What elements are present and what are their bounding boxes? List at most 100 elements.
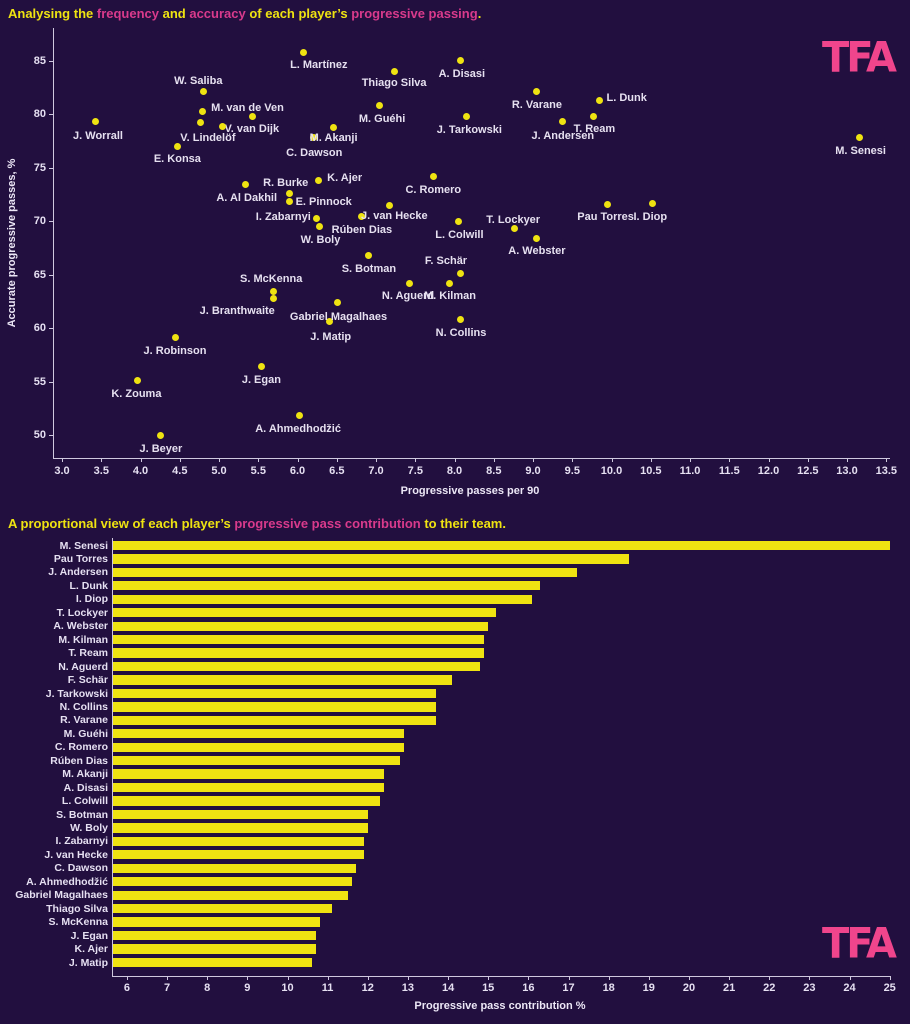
scatter-point [596, 96, 604, 104]
scatter-point [242, 181, 250, 189]
scatter-point-label: N. Aguerd [381, 290, 435, 303]
bar [112, 715, 436, 725]
bar [112, 877, 352, 887]
bar [112, 823, 368, 833]
bar-x-tick-mark [287, 976, 289, 980]
bar-row-label: I. Zabarnyi [55, 835, 108, 848]
scatter-point-label: J. van Hecke [360, 210, 428, 223]
bar [112, 554, 629, 564]
scatter-point [375, 102, 383, 110]
bar-x-tick-label: 21 [722, 982, 736, 994]
scatter-point [295, 412, 303, 420]
bar-x-tick-label: 7 [163, 982, 171, 994]
bar-x-tick-mark [247, 976, 249, 980]
bar-x-tick-mark [407, 976, 409, 980]
bar-x-axis-title: Progressive pass contribution % [414, 1000, 586, 1012]
bar-row-label: J. Matip [68, 956, 108, 969]
bar-row-label: Gabriel Magalhaes [15, 889, 108, 902]
x-tick-mark [690, 458, 691, 462]
x-tick-label: 10.0 [600, 465, 623, 477]
bar [112, 661, 481, 672]
scatter-point-label: E. Pinnock [295, 195, 352, 208]
scatter-point [456, 270, 464, 278]
bar [112, 608, 497, 618]
title-segment: accuracy [189, 6, 246, 21]
scatter-point [312, 214, 320, 222]
x-tick-label: 8.0 [446, 465, 463, 477]
bar-x-tick-mark [327, 976, 329, 980]
x-tick-label: 3.5 [93, 465, 109, 477]
bar [112, 796, 380, 806]
y-tick-mark [49, 221, 53, 223]
bar-x-tick-label: 12 [361, 982, 374, 994]
scatter-x-axis-line [53, 458, 890, 459]
scatter-point-label: Rúben Dias [331, 223, 393, 236]
scatter-point [604, 200, 612, 208]
bar-row-label: J. Andersen [48, 566, 108, 579]
bar-x-tick-label: 10 [281, 982, 294, 994]
scatter-point [171, 334, 179, 342]
scatter-point-label: J. Beyer [139, 443, 183, 456]
scatter-y-axis-title: Accurate progressive passes, % [6, 158, 18, 328]
scatter-point [365, 251, 373, 259]
x-tick-label: 8.5 [486, 465, 502, 477]
bar-row-label: K. Ajer [74, 943, 108, 955]
scatter-point-label: L. Dunk [606, 92, 647, 105]
bar [112, 648, 485, 658]
scatter-point [286, 198, 294, 206]
bar-row-label: S. Botman [56, 808, 108, 821]
title-segment: frequency [96, 6, 159, 21]
scatter-point [157, 431, 165, 439]
bar-x-tick-label: 25 [883, 982, 896, 994]
y-tick-label: 50 [33, 429, 46, 442]
scatter-point [219, 122, 227, 130]
bar-x-tick-mark [809, 976, 811, 980]
y-tick-mark [49, 274, 53, 276]
x-tick-label: 6.5 [329, 465, 345, 477]
bar-x-tick-mark [648, 976, 650, 980]
bar [112, 540, 890, 551]
bar [112, 702, 436, 712]
bar [112, 863, 356, 873]
bar-row-label: A. Disasi [63, 781, 108, 794]
x-tick-mark [258, 458, 260, 462]
bar-x-tick-mark [689, 976, 690, 980]
y-tick-mark [49, 435, 53, 437]
scatter-point-label: J. Matip [310, 330, 352, 343]
scatter-point [385, 201, 393, 209]
title-segment: progressive pass contribution [234, 516, 421, 531]
x-tick-mark [219, 458, 220, 462]
x-tick-mark [572, 458, 574, 462]
bar-row-label: Pau Torres [53, 553, 108, 565]
scatter-point [358, 213, 366, 221]
scatter-point [330, 123, 338, 131]
bar [112, 621, 489, 631]
bar-row-label: M. Senesi [59, 539, 108, 552]
bar [112, 567, 577, 578]
scatter-point-label: K. Zouma [111, 387, 162, 400]
scatter-point-label: M. van de Ven [211, 102, 284, 114]
x-tick-mark [493, 458, 495, 462]
bar-x-tick-mark [528, 976, 530, 980]
bar-x-tick-label: 23 [803, 982, 816, 994]
x-tick-label: 6.0 [289, 465, 306, 477]
bar-row-label: M. Guéhi [63, 727, 108, 740]
bar-row-label: I. Diop [75, 593, 108, 606]
bar [112, 729, 404, 739]
scatter-point-label: A. Ahmedhodžić [255, 422, 341, 435]
scatter-point-label: Pau Torres [577, 211, 634, 224]
bar-x-tick-label: 8 [204, 982, 211, 994]
bar-x-tick-label: 9 [244, 982, 251, 994]
scatter-point [173, 142, 181, 150]
x-tick-label: 12.0 [757, 465, 780, 477]
x-tick-mark [650, 458, 652, 462]
title-segment: A proportional view of each player’s [8, 516, 235, 531]
bar [112, 944, 316, 954]
x-tick-mark [533, 458, 534, 462]
x-tick-mark [376, 458, 377, 462]
bar-x-tick-mark [729, 976, 731, 980]
scatter-point-label: I. Diop [633, 211, 668, 223]
scatter-point-label: J. Worrall [73, 129, 123, 142]
x-tick-mark [297, 458, 299, 462]
